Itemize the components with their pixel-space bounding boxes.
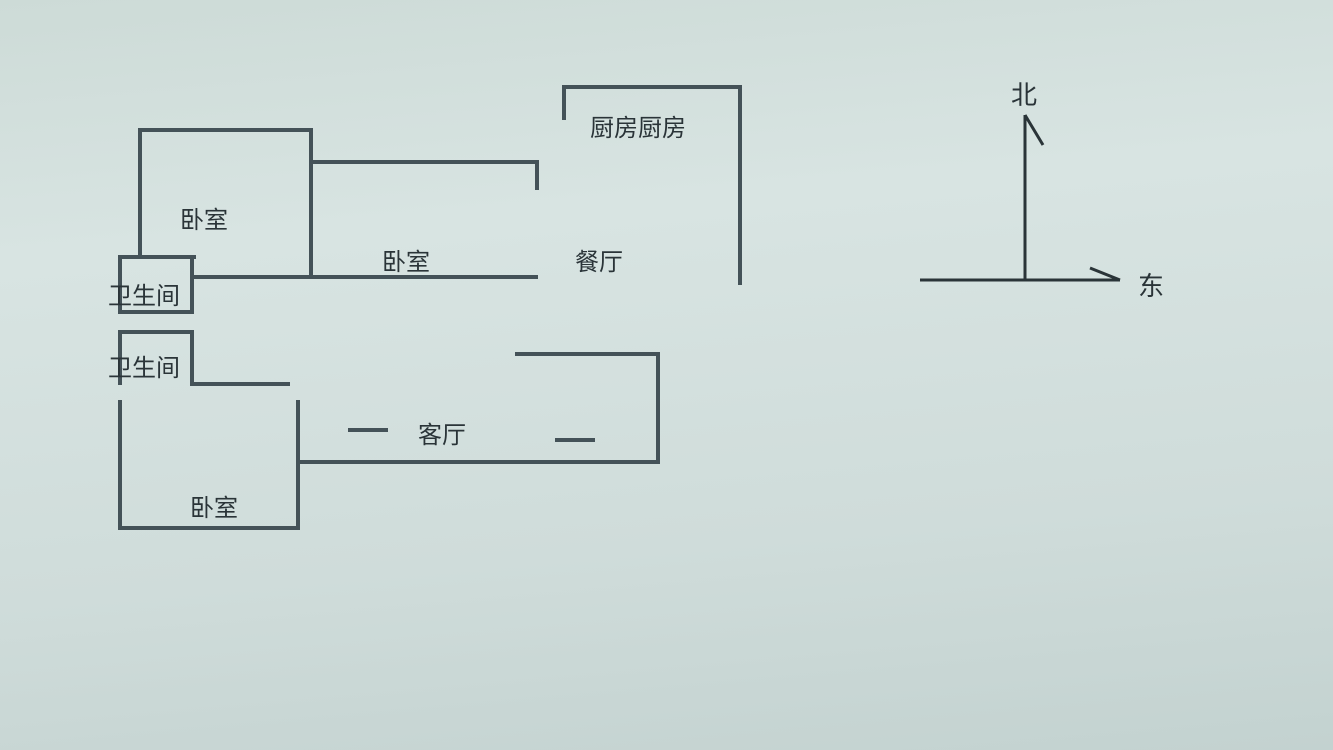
wall-bedroom1-top xyxy=(138,128,313,132)
wall-bedroom3-right xyxy=(296,400,300,530)
wall-living-dash-2 xyxy=(555,438,595,442)
wall-living-bottom xyxy=(296,460,660,464)
wall-bedroom2-right-stub xyxy=(535,160,539,190)
wall-bath1-top xyxy=(118,255,196,259)
dining-label: 餐厅 xyxy=(575,242,623,277)
compass-north-label: 北 xyxy=(1011,75,1037,112)
bedroom1-label: 卧室 xyxy=(180,200,228,235)
wall-bath1-right xyxy=(190,255,194,313)
wall-kitchen-dining-right xyxy=(738,85,742,285)
kitchen-label: 厨房厨房 xyxy=(590,108,686,143)
compass-icon xyxy=(875,80,1175,460)
wall-bedroom2-left xyxy=(309,160,313,278)
bath2-label: 卫生间 xyxy=(108,348,180,383)
wall-bath2-top xyxy=(118,330,194,334)
wall-living-step-top xyxy=(515,352,660,356)
wall-living-step-right xyxy=(656,352,660,462)
wall-bath2-bottom-ext xyxy=(190,382,290,386)
wall-kitchen-left xyxy=(562,85,566,120)
bedroom3-label: 卧室 xyxy=(190,488,238,523)
wall-bedroom1-left xyxy=(138,128,142,258)
wall-bedroom2-top xyxy=(309,160,539,164)
wall-bath2-right xyxy=(190,330,194,385)
bath1-label: 卫生间 xyxy=(108,276,180,311)
wall-living-dash-1 xyxy=(348,428,388,432)
floorplan-canvas: 卧室卧室厨房厨房餐厅卫生间卫生间客厅卧室 北 东 xyxy=(0,0,1333,750)
bedroom2-label: 卧室 xyxy=(382,242,430,277)
compass-east-label: 东 xyxy=(1138,266,1164,303)
wall-bedroom2-bottom xyxy=(190,275,538,279)
living-label: 客厅 xyxy=(418,415,466,450)
wall-bedroom3-bottom xyxy=(118,526,300,530)
wall-kitchen-top xyxy=(562,85,742,89)
wall-bedroom3-left xyxy=(118,400,122,530)
